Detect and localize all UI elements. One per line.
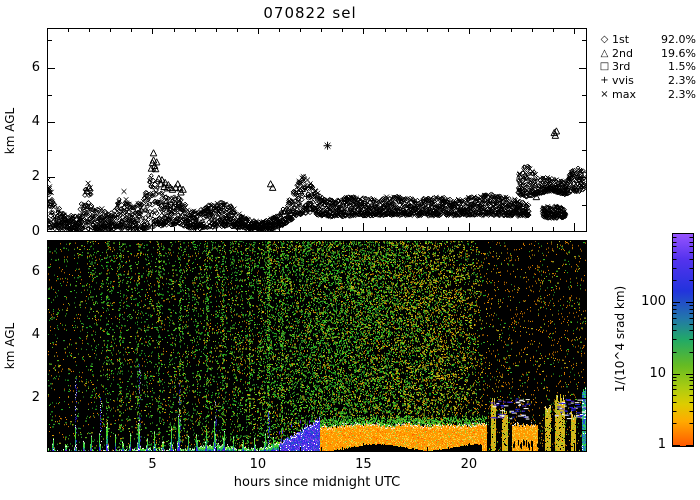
legend-item-value: 19.6% [661,46,696,60]
legend-item-value: 1.5% [668,60,696,74]
legend-item-label: 3rd [612,60,631,74]
x-tick-label: 5 [148,457,157,472]
legend-item: □ 3rd 1.5% [597,60,696,74]
legend-item-label: 1st [612,33,630,47]
legend-item-label: max [612,87,636,101]
y-tick-label-bottom: 6 [31,263,40,279]
triangle-marker-icon: △ [600,47,609,59]
y-tick-label-top: 0 [31,224,40,239]
legend-item: ◇ 1st 92.0% [597,33,696,47]
colorbar-tick-label: 10 [649,365,666,381]
x-tick-label: 15 [355,457,372,472]
colorbar-tick-label: 100 [641,294,666,309]
x-tick-label: 20 [460,457,478,472]
colorbar [672,233,694,447]
x-tick-label: 10 [249,457,267,472]
legend-item-value: 2.3% [668,87,696,101]
legend-item: △ 2nd 19.6% [597,47,696,61]
top-scatter-panel [47,28,587,232]
y-tick-label-top: 6 [31,59,40,75]
y-tick-label-bottom: 2 [31,390,40,406]
ylabel-top: km AGL [3,107,17,155]
figure-title: 070822 sel [263,4,357,22]
square-marker-icon: □ [599,61,610,73]
y-tick-label-bottom: 4 [31,326,40,342]
legend: ◇ 1st 92.0% △ 2nd 19.6% □ 3rd 1.5% + vvis 2.3% × max 2… [597,33,696,101]
cross-marker-icon: × [600,88,609,100]
heatmap-panel [47,240,587,452]
legend-item: + vvis 2.3% [597,74,696,88]
plus-marker-icon: + [600,75,609,87]
legend-item-value: 2.3% [668,74,696,88]
y-tick-label-top: 2 [31,169,40,185]
legend-item-label: vvis [612,74,634,88]
colorbar-tick-label: 1 [657,437,666,452]
ylabel-bottom: km AGL [3,322,17,370]
legend-item: × max 2.3% [597,87,696,101]
legend-item-label: 2nd [612,46,633,60]
diamond-marker-icon: ◇ [600,34,609,46]
y-tick-label-top: 4 [31,114,40,130]
legend-item-value: 92.0% [661,33,696,47]
x-axis-label: hours since midnight UTC [233,475,401,490]
